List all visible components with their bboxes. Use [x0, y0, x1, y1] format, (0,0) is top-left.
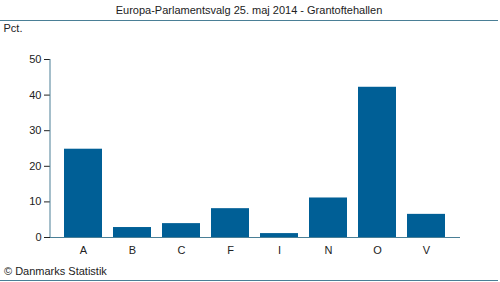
svg-text:20: 20: [29, 160, 41, 172]
svg-text:I: I: [278, 244, 281, 256]
svg-text:F: F: [227, 244, 234, 256]
svg-text:10: 10: [29, 195, 41, 207]
svg-text:50: 50: [29, 53, 41, 65]
svg-text:40: 40: [29, 89, 41, 101]
svg-text:A: A: [80, 244, 88, 256]
svg-text:30: 30: [29, 124, 41, 136]
svg-text:N: N: [325, 244, 333, 256]
html-text:© Danmarks Statistik: © Danmarks Statistik: [4, 265, 107, 277]
svg-text:0: 0: [35, 231, 41, 243]
svg-text:Pct.: Pct.: [4, 22, 23, 34]
svg-text:O: O: [373, 244, 382, 256]
svg-text:B: B: [129, 244, 136, 256]
svg-text:C: C: [178, 244, 186, 256]
svg-text:V: V: [423, 244, 431, 256]
html-text:Europa-Parlamentsvalg 25. maj: Europa-Parlamentsvalg 25. maj 2014 - Gra…: [115, 4, 383, 16]
